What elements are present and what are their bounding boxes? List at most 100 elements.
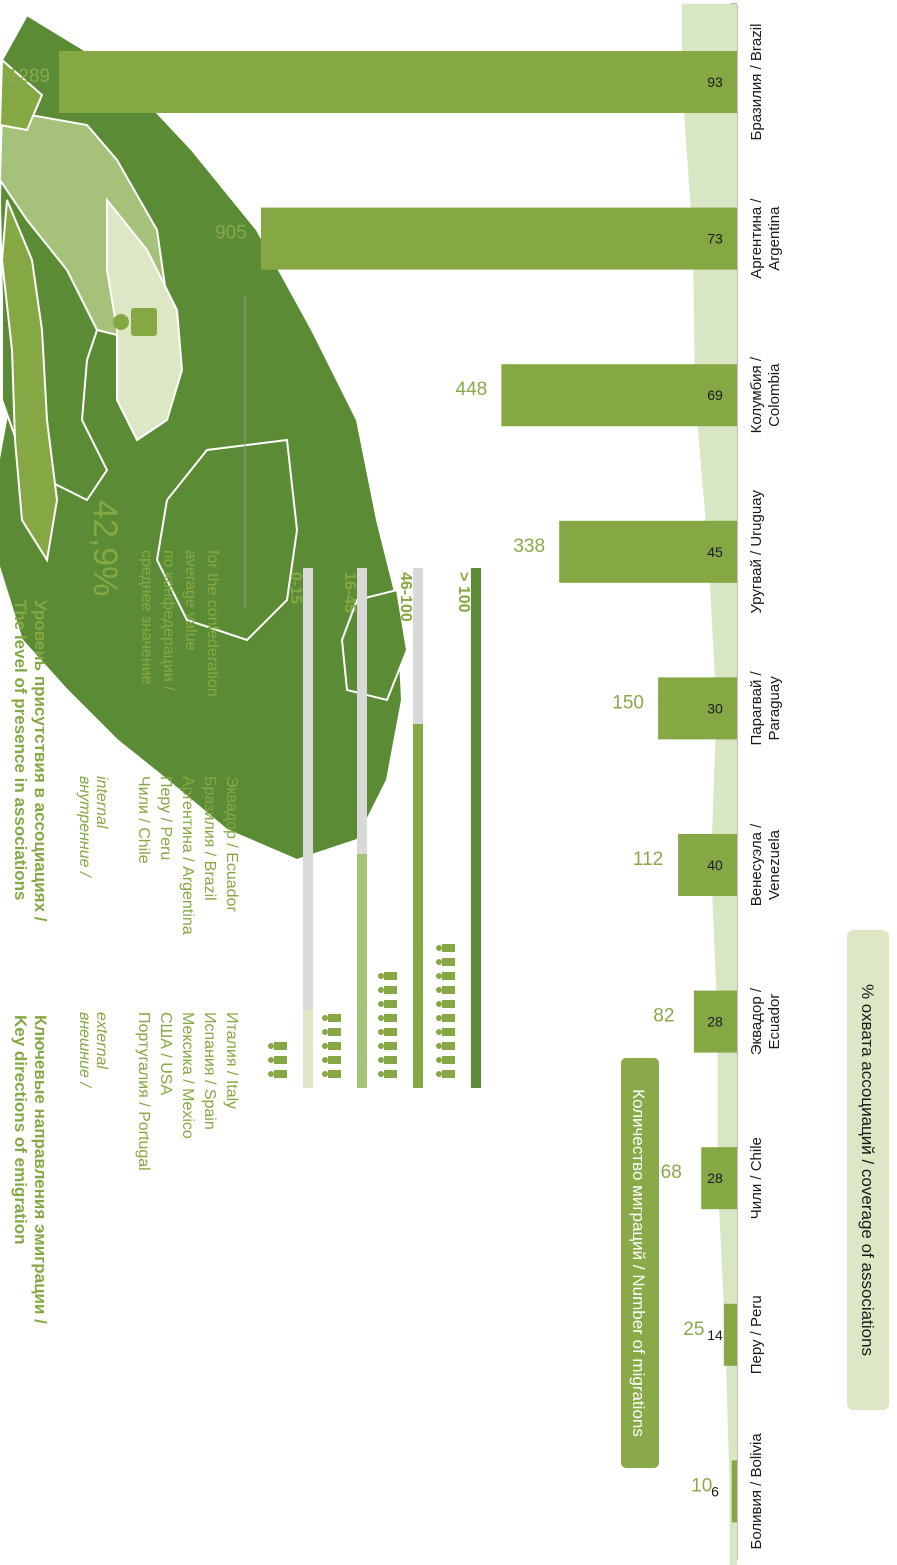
average-label-line: for the confederation bbox=[204, 550, 221, 697]
person-icon bbox=[322, 1014, 341, 1022]
external-title-2: external bbox=[93, 1012, 110, 1069]
category-label: Venezuela bbox=[766, 829, 783, 900]
coverage-value-label: 69 bbox=[707, 387, 723, 403]
person-icon bbox=[378, 986, 397, 994]
bar-value-label: 338 bbox=[513, 536, 545, 557]
category-label: Аргентина / bbox=[748, 198, 765, 279]
person-icon bbox=[322, 1042, 341, 1050]
coverage-value-label: 14 bbox=[707, 1327, 723, 1343]
person-icon bbox=[378, 972, 397, 980]
person-icon bbox=[378, 1028, 397, 1036]
person-icon bbox=[113, 308, 157, 336]
person-icon bbox=[436, 1014, 455, 1022]
bar-value-label: 1289 bbox=[8, 66, 50, 87]
coverage-label-box: % охвата ассоциаций / coverage of associ… bbox=[847, 930, 889, 1410]
header: Ключевые направления эмиграции / Key dir… bbox=[11, 600, 50, 1324]
person-icon bbox=[322, 1070, 341, 1078]
person-icon bbox=[436, 958, 455, 966]
category-label: Уругвай / Uruguay bbox=[748, 489, 765, 613]
internal-item: Перу / Peru bbox=[157, 776, 174, 860]
bar bbox=[260, 207, 737, 270]
person-icon bbox=[436, 1042, 455, 1050]
category-label: Colombia bbox=[766, 363, 783, 427]
scale-level-label: 0-15 bbox=[287, 572, 304, 604]
person-icon bbox=[436, 1028, 455, 1036]
person-icon bbox=[436, 986, 455, 994]
category-label: Боливия / Bolivia bbox=[748, 1433, 765, 1550]
coverage-value-label: 93 bbox=[707, 74, 723, 90]
bar-value-label: 112 bbox=[633, 849, 663, 870]
internal-item: Бразилия / Brazil bbox=[201, 776, 218, 901]
coverage-value-label: 30 bbox=[707, 700, 723, 716]
bar-value-label: 10 bbox=[691, 1475, 712, 1496]
emigration-block: внешние / external внутренние / internal… bbox=[76, 776, 240, 1171]
scale-fill bbox=[357, 854, 367, 1088]
average-label-line: average value bbox=[182, 550, 199, 651]
category-label: Перу / Peru bbox=[748, 1295, 765, 1374]
bar-value-label: 905 bbox=[215, 223, 247, 244]
scale-fill bbox=[413, 724, 423, 1088]
external-item: Италия / Italy bbox=[223, 1012, 240, 1109]
person-icon bbox=[378, 1014, 397, 1022]
person-icon bbox=[378, 1056, 397, 1064]
migrations-label-box: Количество миграций / Number of migratio… bbox=[621, 1058, 659, 1468]
external-item: Португалия / Portugal bbox=[135, 1012, 152, 1171]
header-left-line2: Key directions of emigration bbox=[11, 1015, 30, 1245]
coverage-value-label: 40 bbox=[707, 857, 723, 873]
map-region-east bbox=[155, 438, 299, 642]
person-icon bbox=[268, 1070, 287, 1078]
presence-level-scale: 0-15 16-45 46-100 > 100 bbox=[268, 568, 481, 1088]
header-left-line1: Ключевые направления эмиграции / bbox=[31, 1015, 50, 1324]
person-icon bbox=[378, 1000, 397, 1008]
internal-item: Чили / Chile bbox=[135, 776, 152, 864]
person-icon bbox=[436, 1070, 455, 1078]
person-icon bbox=[322, 1028, 341, 1036]
map-region-coast bbox=[0, 199, 59, 563]
south-america-map bbox=[0, 13, 409, 862]
scale-level-label: > 100 bbox=[455, 572, 472, 613]
coverage-value-label: 45 bbox=[707, 544, 723, 560]
bar bbox=[723, 1303, 737, 1366]
external-title-1: внешние / bbox=[76, 1012, 93, 1088]
scale-level-label: 16-45 bbox=[341, 572, 358, 613]
bar bbox=[559, 520, 737, 583]
bar-value-label: 448 bbox=[456, 379, 488, 400]
bar bbox=[59, 51, 737, 113]
coverage-axis-label: % охвата ассоциаций / coverage of associ… bbox=[858, 984, 877, 1356]
category-label: Парагвай / bbox=[748, 671, 765, 746]
category-label: Венесуэла / bbox=[748, 823, 765, 906]
coverage-value-label: 73 bbox=[707, 231, 723, 247]
internal-title-2: internal bbox=[93, 776, 110, 829]
average-value: 42,9% bbox=[86, 500, 124, 596]
category-label: Чили / Chile bbox=[748, 1137, 765, 1219]
external-item: Мексика / Mexico bbox=[179, 1012, 196, 1139]
person-icon bbox=[268, 1042, 287, 1050]
person-icon bbox=[378, 1070, 397, 1078]
category-label: Paraguay bbox=[766, 676, 783, 741]
external-item: Испания / Spain bbox=[201, 1012, 218, 1130]
internal-item: Эквадор / Ecuador bbox=[223, 776, 240, 912]
average-label-line: среднее значение bbox=[138, 550, 155, 685]
category-label: Колумбия / bbox=[748, 356, 765, 433]
person-icon bbox=[436, 972, 455, 980]
scale-level-label: 46-100 bbox=[397, 572, 414, 622]
bar bbox=[501, 364, 737, 427]
map-region-south-tip bbox=[0, 57, 44, 132]
person-icon bbox=[268, 1056, 287, 1064]
average-label-line: по конфедерации / bbox=[160, 550, 177, 691]
header-right-line2: The level of presence in associations bbox=[11, 600, 30, 900]
internal-list: Чили / Chile Перу / Peru Аргентина / Arg… bbox=[135, 776, 240, 935]
category-label: Ecuador bbox=[766, 994, 783, 1050]
header-right-line1: Уровень присутствия в ассоциациях / bbox=[31, 600, 50, 922]
scale-fill bbox=[471, 568, 481, 1088]
external-list: Португалия / Portugal США / USA Мексика … bbox=[135, 1012, 240, 1171]
bar bbox=[658, 677, 737, 740]
internal-title-1: внутренние / bbox=[76, 776, 93, 878]
bar-value-label: 150 bbox=[612, 692, 644, 713]
scale-fill bbox=[303, 1010, 313, 1088]
coverage-value-label: 28 bbox=[707, 1170, 723, 1186]
category-label: Бразилия / Brazil bbox=[748, 24, 765, 141]
person-icon bbox=[436, 1000, 455, 1008]
person-icon bbox=[436, 1056, 455, 1064]
